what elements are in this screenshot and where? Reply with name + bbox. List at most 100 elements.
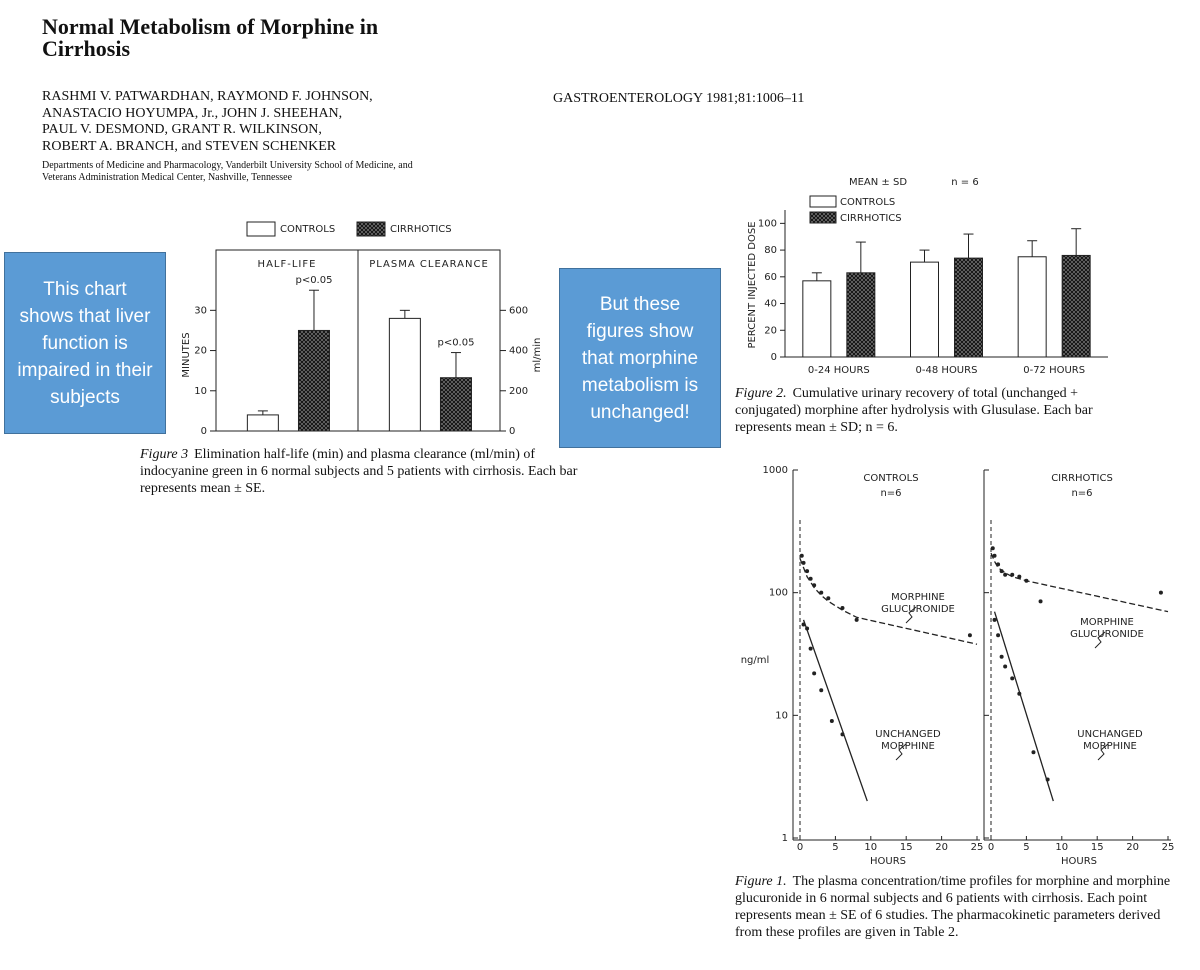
bar [1017, 256, 1047, 358]
data-point [799, 553, 804, 558]
curve-label: MORPHINE [1080, 617, 1134, 628]
affiliation-line: Veterans Administration Medical Center, … [42, 172, 293, 183]
data-point [826, 596, 831, 601]
bar [439, 377, 472, 432]
data-point [808, 576, 813, 581]
callout: But these figures show that morphine met… [559, 268, 721, 448]
y-tick-label: 600 [509, 305, 528, 316]
data-point [990, 546, 995, 551]
x-tick-label: 10 [864, 842, 877, 853]
y-tick-label: 60 [764, 272, 777, 283]
fit-line [799, 558, 978, 645]
caption-text: Cumulative urinary recovery of total (un… [735, 386, 1093, 435]
fit-line [802, 619, 868, 802]
label-pointer [1094, 631, 1106, 649]
x-tick-label: 10 [1055, 842, 1068, 853]
affiliation-line: Departments of Medicine and Pharmacology… [42, 160, 413, 171]
y-tick-label: 30 [194, 305, 207, 316]
author-line: PAUL V. DESMOND, GRANT R. WILKINSON, [42, 122, 322, 137]
legend-label: CONTROLS [280, 224, 335, 235]
legend-swatch [809, 195, 837, 208]
y-axis-label: MINUTES [181, 332, 192, 377]
data-point [1017, 574, 1022, 579]
caption-label: Figure 2. [735, 386, 787, 401]
panel-subtitle: n=6 [1071, 488, 1092, 499]
data-point [996, 633, 1001, 638]
x-tick-label: 20 [1126, 842, 1139, 853]
x-axis-label: HOURS [1061, 856, 1097, 867]
curve-label: MORPHINE [891, 592, 945, 603]
y-tick-label: 10 [194, 386, 207, 397]
data-point [812, 671, 817, 676]
y-tick-label: 10 [775, 710, 788, 721]
x-tick-label: 5 [832, 842, 838, 853]
bar [297, 329, 330, 432]
x-tick-label: 20 [935, 842, 948, 853]
x-tick-label: 0 [988, 842, 994, 853]
data-point [1003, 572, 1008, 577]
x-tick-label: 0-72 HOURS [1023, 365, 1085, 376]
caption-label: Figure 1. [735, 874, 787, 889]
legend-swatch [809, 211, 837, 224]
data-point [1024, 578, 1029, 583]
y-tick-label: 100 [769, 588, 788, 599]
title-line: Normal Metabolism of Morphine in [42, 14, 379, 39]
y-axis-label: ng/ml [741, 655, 770, 666]
caption: Figure 2. Cumulative urinary recovery of … [735, 385, 1125, 436]
legend-label: CIRRHOTICS [840, 213, 902, 224]
bar [246, 414, 279, 432]
y-tick-label: 1000 [763, 465, 788, 476]
data-point [819, 688, 824, 693]
fit-line [990, 552, 1169, 613]
curve-label: MORPHINE [881, 741, 935, 752]
panel-title: HALF-LIFE [258, 259, 317, 270]
annotation: p<0.05 [295, 275, 332, 286]
authors: RASHMI V. PATWARDHAN, RAYMOND F. JOHNSON… [42, 89, 373, 155]
legend-swatch [246, 221, 276, 237]
fit-line [993, 611, 1054, 802]
y-tick-label: 80 [764, 245, 777, 256]
y-tick-label: 0 [201, 426, 207, 437]
journal: GASTROENTEROLOGY 1981;81:1006–11 [553, 91, 805, 106]
caption: Figure 1. The plasma concentration/time p… [735, 873, 1185, 941]
data-point [1158, 590, 1163, 595]
data-point [812, 583, 817, 588]
y-axis-label: PERCENT INJECTED DOSE [747, 221, 758, 348]
bar [954, 257, 983, 358]
data-point [840, 605, 845, 610]
x-tick-label: 25 [1162, 842, 1175, 853]
y-tick-label: 100 [758, 218, 777, 229]
caption-text: Elimination half-life (min) and plasma c… [140, 447, 578, 496]
bar [802, 280, 832, 358]
curve-label: GLUCURONIDE [881, 604, 955, 615]
data-point [808, 646, 813, 651]
data-point [819, 590, 824, 595]
legend-label: CONTROLS [840, 197, 895, 208]
curve-label: UNCHANGED [1077, 729, 1143, 740]
data-point [801, 622, 806, 627]
author-line: RASHMI V. PATWARDHAN, RAYMOND F. JOHNSON… [42, 89, 373, 104]
data-point [829, 718, 834, 723]
y-tick-label: 0 [509, 426, 515, 437]
data-point [854, 617, 859, 622]
x-tick-label: 15 [900, 842, 913, 853]
data-point [1010, 676, 1015, 681]
curve-label: MORPHINE [1083, 741, 1137, 752]
y-tick-label: 400 [509, 346, 528, 357]
data-point [996, 562, 1001, 567]
x-tick-label: 0-24 HOURS [808, 365, 870, 376]
data-point [805, 569, 810, 574]
x-tick-label: 25 [971, 842, 984, 853]
x-tick-label: 15 [1091, 842, 1104, 853]
caption-text: The plasma concentration/time profiles f… [735, 874, 1171, 940]
data-point [992, 553, 997, 558]
bar [388, 317, 421, 432]
data-point [999, 654, 1004, 659]
affiliation: Departments of Medicine and Pharmacology… [42, 160, 413, 184]
chart-header: n = 6 [951, 177, 978, 188]
annotation: p<0.05 [437, 338, 474, 349]
legend-swatch [356, 221, 386, 237]
callout: This chart shows that liver function is … [4, 252, 166, 434]
y-tick-label: 1 [782, 833, 788, 844]
x-tick-label: 0 [797, 842, 803, 853]
